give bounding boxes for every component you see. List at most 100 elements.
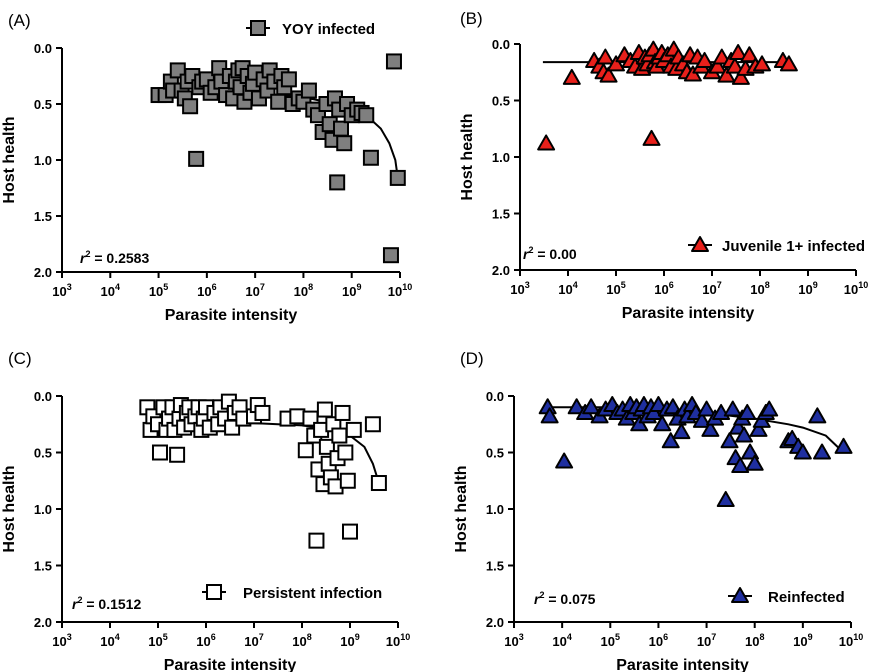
data-point [740, 46, 759, 63]
x-tick-label: 108 [750, 280, 769, 297]
x-tick-label: 109 [342, 282, 361, 299]
x-tick-label: 106 [196, 632, 215, 649]
data-point [254, 404, 271, 421]
data-point [297, 442, 314, 459]
x-tick-label: 106 [654, 280, 673, 297]
x-tick-label: 1010 [844, 280, 868, 297]
data-point [716, 490, 735, 507]
x-tick-label: 105 [149, 282, 168, 299]
y-tick-label: 1.0 [34, 153, 52, 168]
x-tick-label: 1010 [388, 282, 412, 299]
x-tick-label: 103 [504, 632, 523, 649]
legend-marker [206, 584, 222, 600]
data-point [749, 420, 768, 437]
data-point [540, 407, 559, 424]
data-point [692, 411, 711, 428]
data-point [731, 68, 750, 85]
data-point [188, 150, 205, 167]
data-point [793, 443, 812, 460]
x-tick-label: 107 [244, 632, 263, 649]
data-point [672, 423, 691, 440]
x-tick-label: 109 [793, 632, 812, 649]
y-tick-label: 2.0 [486, 615, 504, 630]
data-point [316, 401, 333, 418]
x-axis-title: Parasite intensity [616, 657, 749, 672]
x-tick-label: 105 [606, 280, 625, 297]
x-tick-label: 106 [197, 282, 216, 299]
data-point [708, 57, 727, 74]
y-axis-title: Host health [453, 465, 470, 552]
data-point [663, 398, 682, 415]
y-tick-label: 1.0 [34, 502, 52, 517]
y-tick-label: 1.5 [34, 209, 52, 224]
x-axis-title: Parasite intensity [622, 305, 755, 322]
data-point [182, 98, 199, 115]
data-point [364, 416, 381, 433]
y-tick-label: 0.0 [34, 389, 52, 404]
legend-label: Juvenile 1+ infected [722, 238, 865, 255]
y-tick-label: 0.0 [34, 41, 52, 56]
data-point [741, 443, 760, 460]
data-point [385, 53, 402, 70]
y-tick-label: 1.5 [34, 559, 52, 574]
data-point [653, 415, 672, 432]
x-axis-title: Parasite intensity [164, 657, 297, 672]
y-tick-label: 1.0 [492, 150, 510, 165]
legend-marker [691, 236, 709, 252]
y-tick-label: 0.5 [492, 94, 510, 109]
data-point [280, 71, 297, 88]
data-point [308, 532, 325, 549]
x-tick-label: 106 [649, 632, 668, 649]
r-squared-label: r2 = 0.075 [534, 590, 596, 607]
data-point [596, 48, 615, 65]
r-squared-label: r2 = 0.1512 [72, 595, 141, 612]
data-point [339, 472, 356, 489]
data-point [562, 68, 581, 85]
data-point [567, 398, 586, 415]
x-tick-label: 109 [798, 280, 817, 297]
data-point [329, 174, 346, 191]
data-point [334, 404, 351, 421]
data-point [752, 55, 771, 72]
r-squared-label: r2 = 0.2583 [80, 249, 149, 266]
x-tick-label: 105 [601, 632, 620, 649]
data-point [333, 120, 350, 137]
legend: Juvenile 1+ infected [688, 236, 865, 255]
x-tick-label: 103 [510, 280, 529, 297]
data-point [745, 454, 764, 471]
data-point [735, 426, 754, 443]
data-point [697, 400, 716, 417]
data-point [717, 66, 736, 83]
data-point [151, 444, 168, 461]
data-point [712, 48, 731, 65]
x-tick-label: 107 [697, 632, 716, 649]
x-tick-label: 108 [292, 632, 311, 649]
x-tick-label: 103 [52, 632, 71, 649]
data-point [358, 107, 375, 124]
x-tick-label: 1010 [839, 632, 863, 649]
panel-label: (A) [8, 11, 31, 30]
legend: Persistent infection [202, 584, 382, 602]
data-point [725, 57, 744, 74]
y-tick-label: 2.0 [34, 265, 52, 280]
x-tick-label: 104 [558, 280, 577, 297]
data-point [834, 437, 853, 454]
data-point [642, 129, 661, 146]
panel-label: (B) [460, 9, 483, 28]
data-point [382, 247, 399, 264]
data-point [731, 457, 750, 474]
x-tick-label: 105 [148, 632, 167, 649]
x-tick-label: 107 [245, 282, 264, 299]
x-tick-label: 104 [100, 632, 119, 649]
data-point [723, 400, 742, 417]
data-point [537, 134, 556, 151]
legend-marker [250, 20, 266, 36]
x-tick-label: 1010 [386, 632, 410, 649]
r-squared-label: r2 = 0.00 [523, 245, 577, 262]
x-tick-label: 107 [702, 280, 721, 297]
data-point [599, 66, 618, 83]
